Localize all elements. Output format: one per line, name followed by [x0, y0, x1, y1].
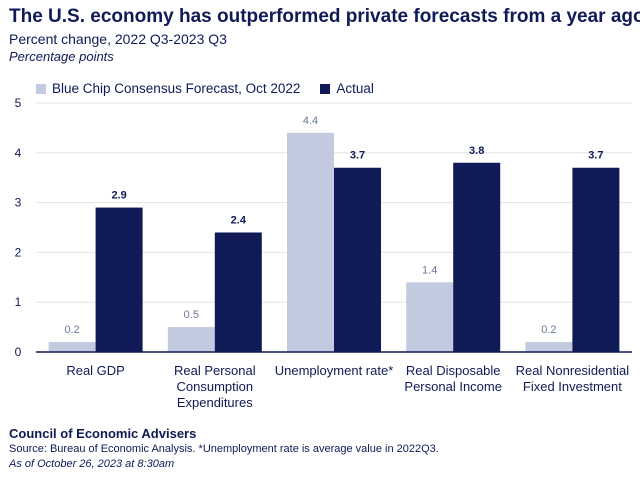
x-tick-label: Consumption — [176, 379, 253, 394]
footer-organization: Council of Economic Advisers — [9, 426, 197, 441]
bar-chart: 0 1 2 3 4 5 0.2 2.9 0.5 2.4 4.4 3.7 1.4 3.8 0.2 3.7 Re… — [15, 96, 632, 410]
x-tick-label: Real Disposable — [406, 363, 501, 378]
chart-title: The U.S. economy has outperformed privat… — [9, 6, 640, 27]
x-tick-label: Unemployment rate* — [275, 363, 394, 378]
legend-swatch-actual — [320, 83, 331, 94]
y-tick-label: 3 — [15, 196, 22, 210]
x-tick-label: Real GDP — [66, 363, 125, 378]
legend-label-actual: Actual — [336, 81, 374, 96]
data-labels: 0.2 2.9 0.5 2.4 4.4 3.7 1.4 3.8 0.2 3.7 — [64, 115, 603, 336]
bar-forecast — [167, 327, 215, 352]
chart-subtitle: Percent change, 2022 Q3-2023 Q3 — [9, 31, 227, 47]
legend-label-forecast: Blue Chip Consensus Forecast, Oct 2022 — [52, 81, 301, 96]
legend-item-forecast: Blue Chip Consensus Forecast, Oct 2022 — [36, 81, 300, 96]
bars — [48, 132, 620, 352]
bar-forecast — [525, 342, 573, 352]
data-label-actual: 2.4 — [231, 214, 247, 226]
legend-swatch-forecast — [36, 83, 46, 94]
bar-actual — [453, 162, 501, 352]
data-label-forecast: 0.5 — [184, 309, 199, 321]
bar-forecast — [406, 282, 454, 352]
x-axis: Real GDP Real PersonalConsumptionExpendit… — [36, 351, 632, 410]
y-tick-label: 2 — [15, 245, 22, 259]
data-label-actual: 3.7 — [350, 150, 365, 162]
y-tick-label: 4 — [15, 146, 22, 160]
bar-forecast — [287, 132, 334, 352]
unit-note: Percentage points — [9, 49, 114, 64]
x-tick-label: Real Nonresidential — [516, 363, 630, 378]
data-label-actual: 3.7 — [588, 150, 603, 162]
legend-item-actual: Actual — [320, 81, 374, 96]
x-tick-label: Personal Income — [404, 379, 502, 394]
data-label-forecast: 0.2 — [64, 324, 79, 336]
bar-actual — [95, 207, 143, 352]
y-axis: 0 1 2 3 4 5 — [15, 96, 22, 359]
bar-actual — [572, 167, 620, 352]
x-tick-label: Real Personal — [174, 363, 256, 378]
y-tick-label: 1 — [15, 295, 22, 309]
x-tick-label: Expenditures — [177, 395, 253, 410]
data-label-forecast: 1.4 — [422, 264, 437, 276]
data-label-actual: 2.9 — [111, 190, 126, 202]
data-label-forecast: 0.2 — [541, 324, 556, 336]
footer-source: Source: Bureau of Economic Analysis. *Un… — [9, 443, 439, 455]
bar-forecast — [48, 342, 96, 352]
y-tick-label: 5 — [15, 96, 22, 110]
y-tick-label: 0 — [15, 345, 22, 359]
data-label-forecast: 4.4 — [303, 115, 318, 127]
bar-actual — [214, 232, 262, 352]
x-tick-label: Fixed Investment — [523, 379, 622, 394]
legend: Blue Chip Consensus Forecast, Oct 2022 A… — [36, 81, 394, 96]
footer-timestamp: As of October 26, 2023 at 8:30am — [9, 458, 175, 470]
data-label-actual: 3.8 — [469, 145, 484, 157]
bar-actual — [334, 167, 381, 352]
